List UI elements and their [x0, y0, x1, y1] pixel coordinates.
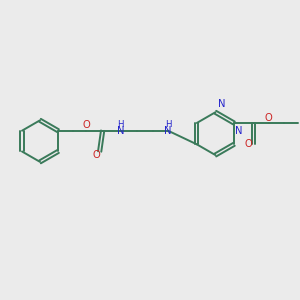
Text: O: O	[82, 120, 90, 130]
Text: H: H	[165, 120, 171, 129]
Text: O: O	[244, 139, 252, 149]
Text: N: N	[117, 126, 124, 136]
Text: O: O	[92, 150, 100, 160]
Text: N: N	[236, 126, 243, 136]
Text: N: N	[218, 99, 226, 109]
Text: H: H	[117, 120, 124, 129]
Text: N: N	[164, 126, 172, 136]
Text: O: O	[265, 112, 273, 123]
